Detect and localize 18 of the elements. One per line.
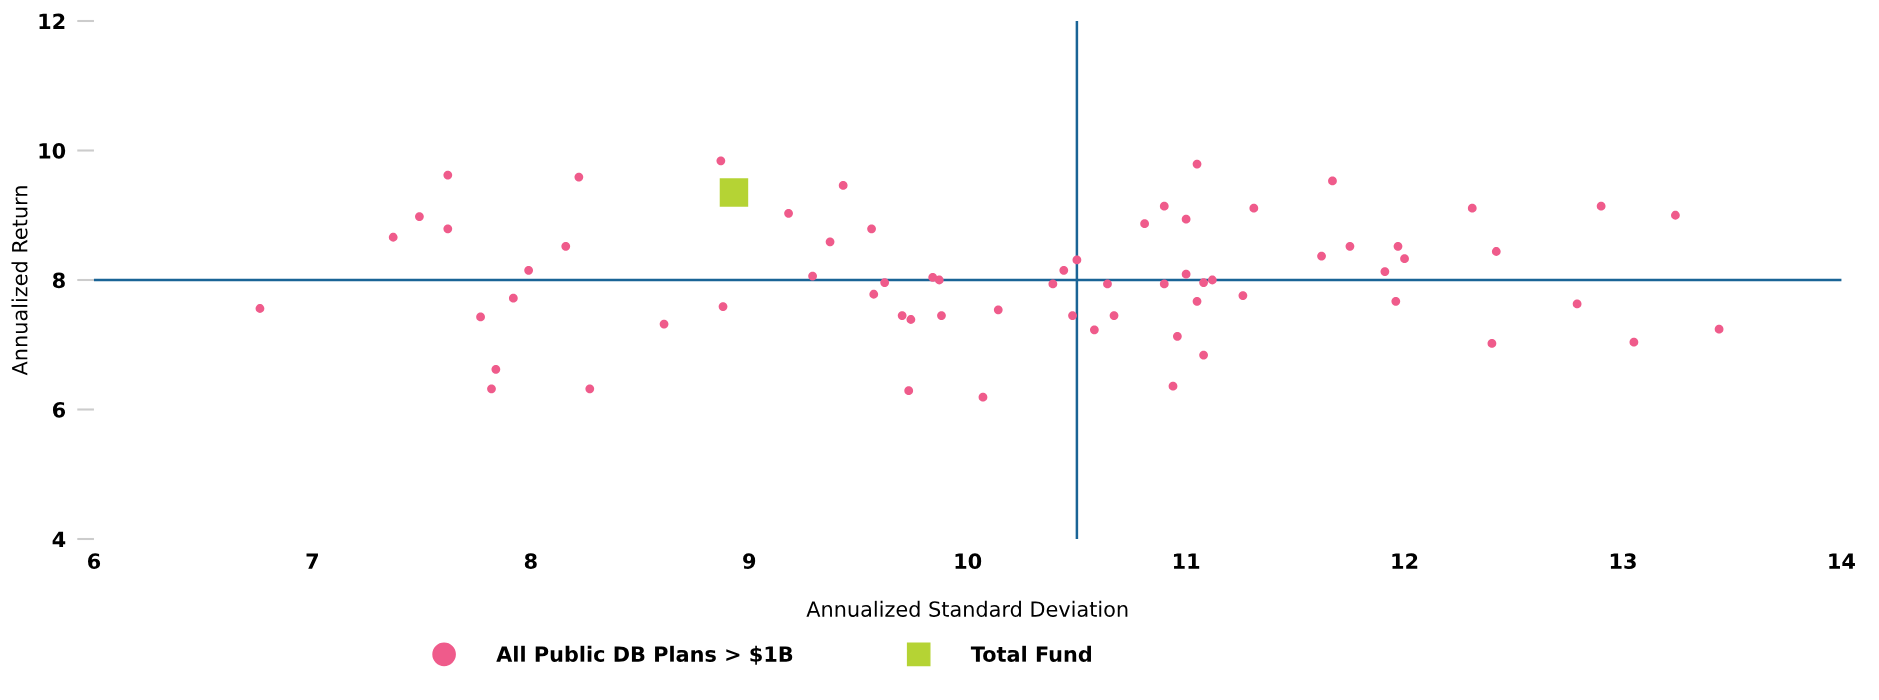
legend-label: All Public DB Plans > $1B: [496, 645, 793, 665]
x-tick-label: 8: [524, 553, 537, 570]
x-tick-label: 11: [1173, 553, 1200, 569]
x-tick-label: 13: [1610, 553, 1636, 570]
x-tick-label: 12: [1392, 553, 1418, 569]
y-tick-label: 12: [39, 13, 65, 29]
x-tick-label: 10: [955, 553, 982, 570]
y-tick-label: 6: [52, 401, 66, 418]
y-tick-label: 4: [52, 531, 66, 547]
y-tick-label: 8: [52, 272, 65, 289]
x-tick-label: 9: [743, 553, 756, 570]
x-axis-title: Annualized Standard Deviation: [806, 600, 1128, 617]
y-axis-title: Annualized Return: [11, 186, 28, 376]
legend-label: Total Fund: [970, 645, 1091, 662]
y-tick-label: 10: [39, 142, 66, 159]
x-tick-label: 7: [306, 553, 318, 569]
x-tick-label: 6: [87, 553, 101, 570]
x-tick-label: 14: [1829, 553, 1855, 569]
